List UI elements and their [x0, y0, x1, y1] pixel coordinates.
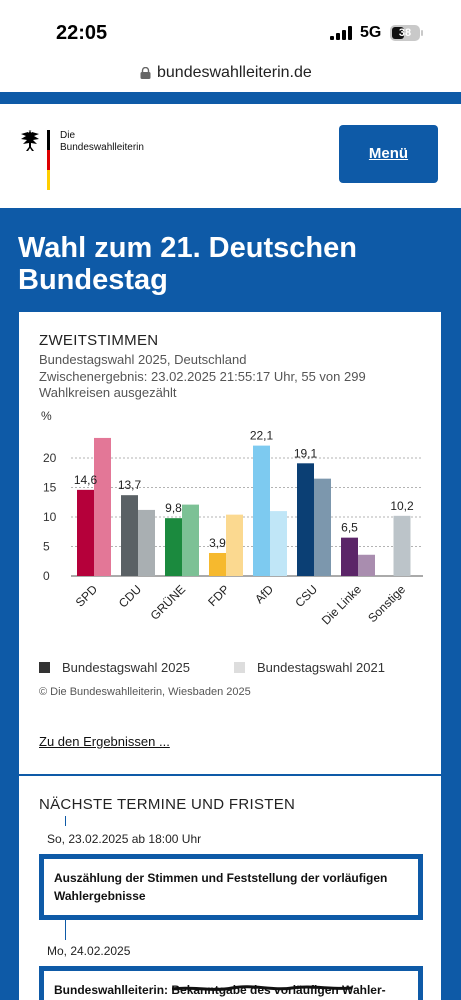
status-bar: 22:05 5G 38 — [0, 0, 461, 60]
y-tick-label: 20 — [43, 451, 57, 465]
battery-level: 38 — [398, 27, 412, 39]
logo-line-2: Bundeswahlleiterin — [60, 142, 144, 153]
deadlines-card: NÄCHSTE TERMINE UND FRISTEN So, 23.02.20… — [19, 776, 441, 1000]
x-tick-label: CSU — [292, 582, 320, 610]
status-time: 22:05 — [56, 22, 108, 44]
results-card: ZWEITSTIMMEN Bundestagswahl 2025, Deutsc… — [19, 312, 441, 774]
data-label: 3,9 — [209, 536, 226, 550]
bar-2021 — [94, 437, 111, 576]
legend-swatch-2021 — [234, 662, 245, 673]
network-label: 5G — [360, 24, 382, 41]
legend-label-2025: Bundestagswahl 2025 — [62, 660, 190, 675]
bar-2021 — [138, 509, 155, 576]
federal-eagle-icon — [21, 130, 39, 151]
legend-item-2025: Bundestagswahl 2025 — [39, 660, 190, 675]
y-tick-label: 5 — [43, 540, 50, 554]
data-label: 6,5 — [341, 521, 358, 535]
bar-2021 — [270, 511, 287, 576]
legend-swatch-2025 — [39, 662, 50, 673]
bar-2025 — [393, 515, 411, 576]
data-label: 13,7 — [118, 478, 142, 492]
bar-2025 — [341, 537, 358, 576]
main-content: Wahl zum 21. Deutschen Bundestag ZWEITST… — [0, 208, 461, 1000]
data-label: 10,2 — [390, 499, 414, 513]
deadline-text: Auszählung der Stimmen und Feststellung … — [54, 871, 388, 903]
legend-item-2021: Bundestagswahl 2021 — [234, 660, 385, 675]
signal-icon — [330, 26, 352, 40]
site-header: Die Bundeswahlleiterin Menü — [0, 104, 461, 208]
flag-stripe — [47, 130, 50, 190]
x-tick-label: CDU — [116, 582, 144, 610]
chart-legend: Bundestagswahl 2025 Bundestagswahl 2021 — [39, 660, 439, 680]
data-label: 14,6 — [74, 473, 98, 487]
bar-2025 — [77, 489, 94, 576]
deadline-item[interactable]: Auszählung der Stimmen und Feststellung … — [39, 854, 423, 920]
x-tick-label: SPD — [73, 582, 101, 610]
results-link[interactable]: Zu den Ergebnissen ... — [39, 734, 170, 749]
deadlines-heading: NÄCHSTE TERMINE UND FRISTEN — [39, 796, 296, 813]
bar-2025 — [165, 518, 182, 576]
site-logo[interactable]: Die Bundeswahlleiterin — [20, 128, 160, 192]
logo-line-1: Die — [60, 130, 76, 141]
battery-cap — [421, 30, 423, 36]
y-tick-label: 15 — [43, 481, 57, 495]
x-tick-label: Sonstige — [365, 582, 408, 625]
data-label: 9,8 — [165, 501, 182, 515]
deadline-date: Mo, 24.02.2025 — [47, 944, 131, 958]
deadline-item[interactable]: Bundeswahlleiterin: Bekanntgabe des vorl… — [39, 966, 423, 1000]
top-stripe — [0, 92, 461, 104]
y-tick-label: 0 — [43, 569, 50, 583]
y-axis-unit: % — [41, 409, 52, 423]
data-label: 22,1 — [250, 429, 274, 443]
logo-text: Die Bundeswahlleiterin — [60, 130, 170, 154]
bar-2025 — [121, 495, 138, 576]
page-title: Wahl zum 21. Deutschen Bundestag — [18, 232, 357, 296]
deadline-date: So, 23.02.2025 ab 18:00 Uhr — [47, 832, 202, 846]
bar-2021 — [358, 554, 375, 576]
bar-2021 — [182, 504, 199, 576]
battery-icon: 38 — [390, 25, 420, 41]
menu-button[interactable]: Menü — [339, 125, 438, 183]
x-tick-label: AfD — [252, 582, 276, 606]
timeline-line — [65, 816, 66, 826]
data-label: 19,1 — [294, 446, 318, 460]
address-bar[interactable]: bundeswahlleiterin.de — [0, 60, 461, 90]
bar-2021 — [226, 514, 243, 576]
x-tick-label: GRÜNE — [148, 582, 189, 623]
copyright: © Die Bundeswahlleiterin, Wiesbaden 2025 — [39, 686, 251, 698]
legend-label-2021: Bundestagswahl 2021 — [257, 660, 385, 675]
bar-2021 — [314, 478, 331, 576]
x-tick-label: FDP — [205, 582, 232, 609]
bar-2025 — [209, 552, 226, 576]
timeline-line — [65, 920, 66, 940]
bar-2025 — [297, 463, 314, 576]
card-subtitle: Bundestagswahl 2025, Deutschland — [39, 352, 247, 367]
results-chart: % 0 5 10 15 20 14,6 SPD 13,7 CDU 9,8 GRÜNE 3,9 FDP 22,… — [41, 409, 423, 628]
x-tick-label: Die Linke — [319, 582, 365, 628]
lock-icon — [140, 67, 151, 79]
url-text[interactable]: bundeswahlleiterin.de — [157, 64, 312, 81]
interim-status: Zwischenergebnis: 23.02.2025 21:55:17 Uh… — [39, 369, 366, 400]
redaction-scribble — [172, 985, 352, 991]
y-tick-label: 10 — [43, 510, 57, 524]
card-kicker: ZWEITSTIMMEN — [39, 332, 159, 349]
bar-2025 — [253, 445, 270, 576]
